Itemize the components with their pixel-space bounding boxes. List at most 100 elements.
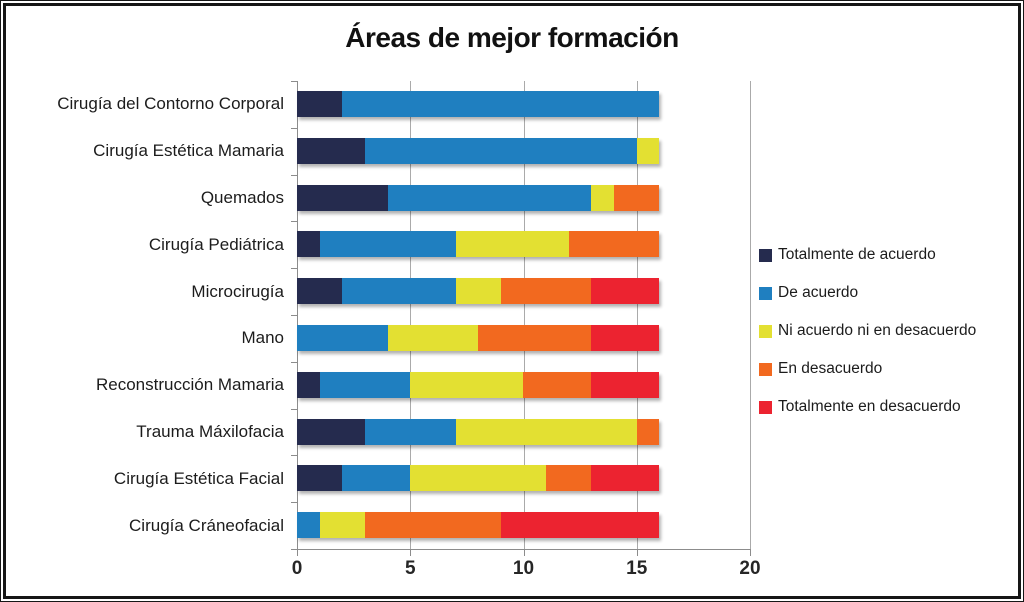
bar-segment [591, 184, 615, 211]
x-axis-tick-label: 10 [512, 558, 535, 579]
stacked-bar [297, 371, 660, 398]
x-axis-labels: 0 5 10 15 20 [292, 558, 761, 584]
bar-segment [297, 278, 343, 305]
x-axis-tick-label: 0 [291, 558, 303, 579]
legend-swatch [759, 324, 772, 338]
category-label: Cirugía del Contorno Corporal [57, 94, 284, 114]
plot-area [291, 81, 751, 556]
bar-segment [364, 512, 501, 539]
x-axis-line [296, 549, 751, 550]
bar-row [297, 81, 750, 128]
legend-swatch [759, 286, 772, 300]
bar-segment [546, 465, 592, 492]
y-axis-tick [291, 268, 297, 270]
bar-segment [297, 418, 365, 445]
y-axis-line [297, 81, 298, 549]
gridline-x-15 [636, 81, 638, 549]
bar-segment [387, 184, 592, 211]
x-axis-tick-label: 20 [739, 558, 761, 579]
legend-label: De acuerdo [778, 284, 859, 301]
bar-segment [410, 465, 547, 492]
x-axis-tick [297, 550, 298, 556]
bar-segment [636, 137, 660, 164]
bar-row [297, 175, 750, 222]
bar-segment [455, 418, 637, 445]
bar-segment [319, 371, 411, 398]
bar-segment [297, 512, 320, 539]
y-axis-tick [291, 408, 297, 410]
legend-item: De acuerdo [759, 274, 1018, 312]
x-axis-tick-label: 15 [626, 558, 648, 579]
category-label: Mano [241, 328, 284, 348]
bar-row [297, 409, 750, 456]
legend-item: En desacuerdo [759, 350, 1018, 388]
chart-title: Áreas de mejor formación [345, 22, 679, 53]
legend-label: Totalmente de acuerdo [778, 246, 936, 263]
category-label: Reconstrucción Mamaria [95, 375, 284, 395]
category-label: Cirugía Cráneofacial [129, 515, 284, 535]
bar-segment [614, 184, 660, 211]
y-axis-tick [291, 81, 297, 82]
bar-segment [455, 231, 569, 258]
legend-swatch [759, 400, 772, 414]
category-label: Trauma Máxilofacia [136, 421, 284, 441]
bar-segment [387, 325, 479, 351]
legend-item: Totalmente en desacuerdo [759, 388, 1018, 426]
bar-segment [319, 512, 365, 539]
stacked-bar [297, 512, 660, 539]
gridline-x-20 [750, 81, 751, 549]
x-axis-tick [523, 550, 525, 556]
category-labels: Cirugía del Contorno Corporal Cirugía Est… [6, 81, 291, 549]
y-axis-tick [291, 315, 297, 316]
legend-label: Ni acuerdo ni en desacuerdo [778, 322, 977, 339]
bar-segment [591, 465, 660, 492]
bar-segment [342, 278, 456, 305]
bar-row [297, 362, 750, 409]
legend-item: Ni acuerdo ni en desacuerdo [759, 312, 1018, 350]
x-axis-tick-label: 5 [404, 558, 416, 579]
gridline-x-10 [523, 81, 525, 549]
bar-segment [297, 184, 388, 211]
stacked-bar [297, 418, 660, 445]
y-axis-tick [291, 127, 297, 129]
bar-segment [500, 512, 660, 539]
stacked-bar [297, 137, 660, 164]
bar-segment [297, 465, 343, 492]
stacked-bar [297, 91, 660, 117]
category-label: Microcirugía [191, 281, 284, 301]
bar-segment [342, 91, 660, 117]
bar-segment [591, 371, 660, 398]
category-label: Cirugía Estética Mamaria [93, 141, 284, 161]
bar-segment [364, 418, 456, 445]
bar-segment [297, 325, 388, 351]
stacked-bar [297, 465, 660, 492]
legend-item: Totalmente de acuerdo [759, 236, 1018, 274]
chart-frame: Áreas de mejor formación Cirugía del Con… [3, 3, 1021, 599]
bar-segment [455, 278, 501, 305]
bar-segment [410, 371, 524, 398]
bar-segment [297, 371, 320, 398]
y-axis-tick [291, 502, 297, 504]
bar-segment [568, 231, 660, 258]
y-axis-tick [291, 221, 297, 223]
x-axis-tick [410, 550, 412, 556]
category-label: Quemados [200, 187, 284, 207]
stacked-bar [297, 325, 660, 351]
x-axis-tick [750, 550, 751, 556]
y-axis-tick [291, 361, 297, 363]
bar-row [297, 268, 750, 315]
gridline-x-5 [410, 81, 412, 549]
bar-segment [342, 465, 411, 492]
legend-swatch [759, 248, 772, 262]
bar-segment [591, 325, 660, 351]
bar-segment [478, 325, 592, 351]
bar-segment [297, 137, 365, 164]
bar-segment [523, 371, 592, 398]
bar-row [297, 502, 750, 549]
bar-segment [591, 278, 660, 305]
bar-segment [297, 91, 343, 117]
stacked-bar [297, 231, 660, 258]
y-axis-tick [291, 174, 297, 176]
bar-segment [500, 278, 592, 305]
